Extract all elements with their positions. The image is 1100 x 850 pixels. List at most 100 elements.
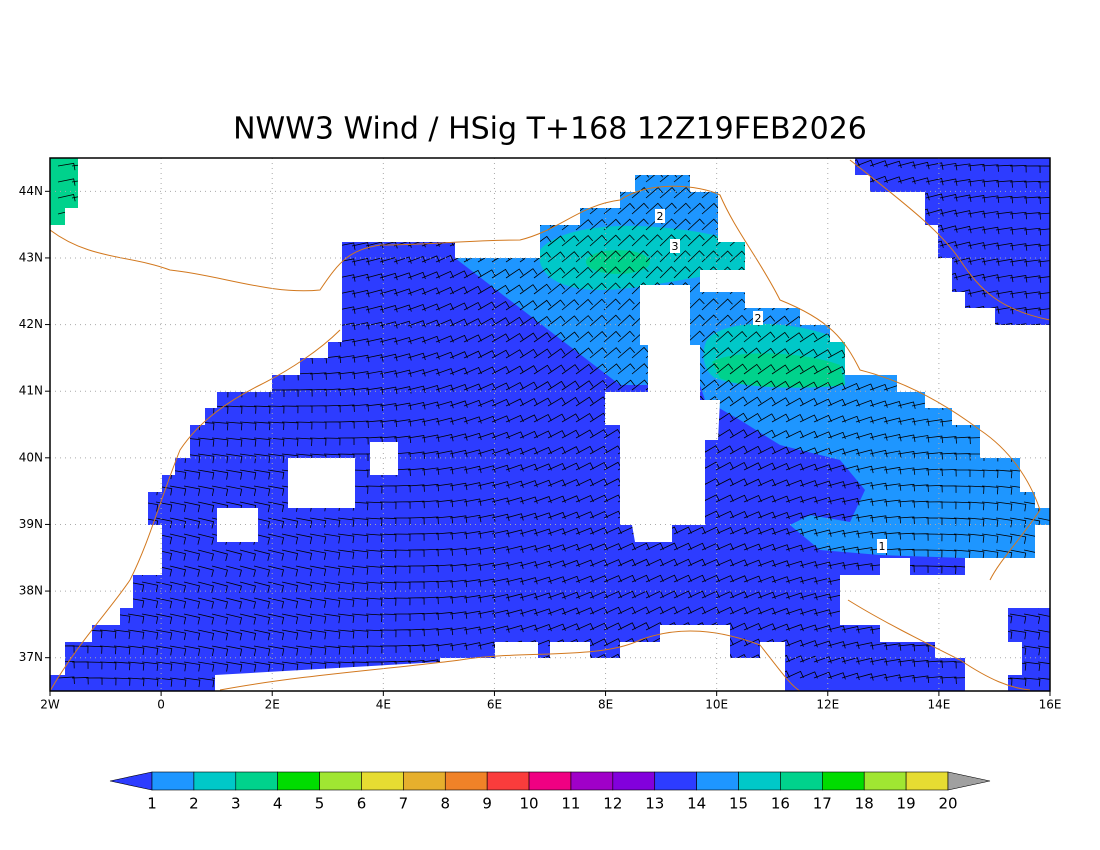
wind-barb [869,531,888,540]
coastline [219,630,801,691]
wind-barb [925,419,944,427]
wind-barb [351,322,370,330]
wind-barb [617,590,636,599]
wind-barb [631,606,650,615]
wind-barb [785,655,804,663]
wind-barb [1037,661,1050,672]
wind-barb [645,202,663,215]
wind-barb [799,414,818,423]
wind-barb [1023,405,1041,414]
wind-barb [995,533,1013,544]
wind-barb [841,285,860,295]
colorbar-label: 16 [771,795,790,813]
wind-barb [911,644,929,652]
wind-barb [169,165,187,174]
wind-barb [547,235,566,247]
wind-barb [757,203,776,215]
wind-barb [939,305,958,313]
wind-barb [603,543,622,551]
wind-barb [197,661,215,672]
wind-barb [127,485,145,495]
wind-barb [379,162,398,171]
wind-barb [463,206,482,215]
wind-barb [701,330,719,343]
wind-barb [519,528,538,537]
wind-barb [589,250,607,263]
colorbar-box [235,771,278,791]
wind-barb [967,338,986,346]
wind-barb [435,564,453,572]
wind-barb [337,274,356,282]
wind-barb [533,332,552,343]
wind-barb [155,613,173,625]
wind-barb [477,350,496,359]
wind-barb [897,271,916,279]
wind-barb [323,306,342,315]
wind-barb [533,299,552,311]
wind-barb [239,485,257,497]
wind-barb [939,469,957,477]
wind-barb [631,622,650,631]
wind-barb [575,331,594,343]
wind-barb [533,315,552,327]
wind-barb [155,165,173,174]
wind-barb [1037,405,1050,414]
wind-barb [85,469,103,478]
wind-barb [1037,437,1050,447]
wind-barb [155,228,173,236]
wind-barb [323,677,341,686]
wind-barb [253,260,271,268]
wind-barb [645,234,663,247]
wind-barb [267,581,285,593]
wind-barb [575,250,593,263]
wind-barb [897,401,916,409]
wind-barb [981,164,999,172]
wind-barb [855,514,874,523]
wind-barb [939,162,958,171]
wind-barb [169,324,187,332]
wind-barb [771,623,790,631]
wind-barb [435,674,454,682]
wind-barb [477,382,496,391]
wind-barb [127,196,145,204]
colorbar-label: 19 [897,795,916,813]
wind-barb [463,350,482,359]
wind-barb [547,413,566,423]
wind-barb [477,514,496,522]
wind-barb [659,234,677,247]
wind-barb [981,581,999,592]
wind-barb [407,369,426,377]
wind-barb [575,396,594,407]
wind-barb [561,235,580,247]
wind-barb [1009,517,1027,528]
wind-barb [743,543,762,551]
wind-barb [491,481,510,489]
wind-barb [113,469,131,479]
wind-barb [757,511,776,519]
wind-barb [169,549,187,561]
wind-barb [995,501,1013,512]
wind-barb [1037,259,1050,268]
wind-barb [729,606,748,615]
wind-barb [239,197,257,205]
wind-barb [799,220,818,231]
wind-barb [561,654,580,663]
wind-barb [883,191,902,200]
wind-barb [267,212,285,221]
wind-barb [113,437,131,446]
wind-barb [547,188,566,199]
wind-barb [561,670,580,679]
wind-barb [953,387,972,395]
wind-barb [869,270,888,279]
wind-barb [883,368,902,376]
wind-barb [337,517,355,527]
wind-barb [239,453,257,464]
wind-barb [939,517,957,526]
wind-barb [1023,453,1041,463]
wind-barb [603,250,621,263]
wind-barb [981,211,1000,219]
x-tick-label: 0 [157,698,165,712]
wind-barb [967,581,985,591]
x-tick-label: 4E [376,698,391,712]
wind-barb [673,250,691,263]
